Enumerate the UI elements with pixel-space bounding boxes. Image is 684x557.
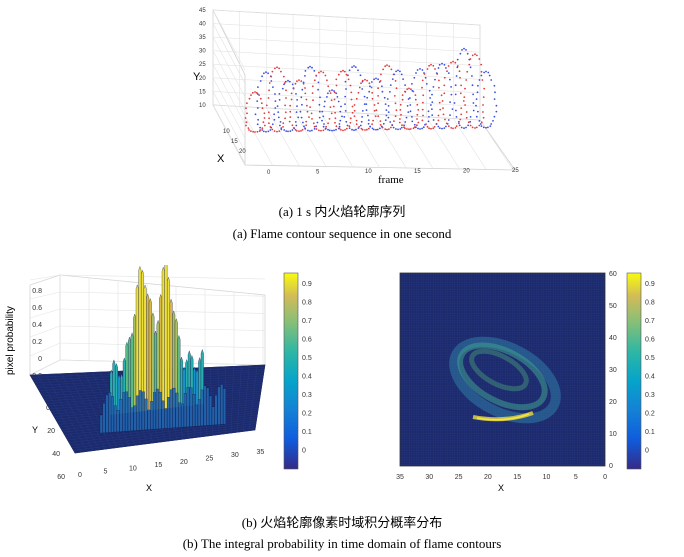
caption-b-cn: (b) 火焰轮廓像素时域积分概率分布 (241, 515, 443, 530)
zlabel: pixel probability (5, 306, 16, 375)
frame-tick-label: 5 (316, 170, 320, 176)
x-tick-label: 0 (78, 472, 82, 479)
y-tick-label: 40 (52, 451, 60, 458)
colorbar-tick-label: 0 (645, 448, 649, 455)
y-tick-label: 40 (199, 21, 206, 27)
y-tick-label: 40 (609, 335, 617, 342)
colorbar-tick-label: 0.4 (645, 374, 655, 381)
x-tick-label: 5 (104, 469, 108, 476)
x-tick-label: 10 (223, 129, 230, 135)
figure-b-left-surface: 0.8 0.6 0.4 0.2 0 -0.2 0 5 10 15 20 25 30 35 0 20 40 60 p… (5, 265, 312, 493)
colorbar-tick-label: 0.2 (302, 411, 312, 418)
colorbar-tick-label: 0.8 (302, 300, 312, 307)
caption-a-en: (a) Flame contour sequence in one second (232, 226, 452, 241)
colorbar-tick-label: 0.2 (645, 411, 655, 418)
frame-tick-label: 10 (365, 169, 372, 175)
z-tick-label: 0.6 (32, 305, 42, 312)
x-tick-label: 25 (206, 456, 214, 463)
frame-tick-label: 20 (463, 168, 470, 174)
x-tick-label: 35 (396, 474, 404, 481)
x-tick-label: 35 (257, 449, 265, 456)
caption-a-cn: (a) 1 s 内火焰轮廓序列 (278, 204, 406, 219)
axis-label-frame: frame (378, 174, 404, 186)
colorbar-tick-label: 0.4 (302, 374, 312, 381)
colorbar-tick-label: 0.3 (302, 392, 312, 399)
x-tick-label: 5 (574, 474, 578, 481)
colorbar-right (626, 272, 642, 470)
colorbar-tick-label: 0.6 (645, 337, 655, 344)
y-tick-label: 15 (199, 89, 206, 95)
x-tick-label: 30 (231, 452, 239, 459)
x-tick-label: 20 (180, 459, 188, 466)
z-tick-label: 0.2 (32, 339, 42, 346)
z-tick-label: 0 (38, 356, 42, 363)
colorbar-left (283, 272, 299, 470)
colorbar-tick-label: 0.5 (645, 355, 655, 362)
x-tick-label: 0 (603, 474, 607, 481)
x-tick-label: 15 (231, 139, 238, 145)
y-tick-label: 35 (199, 35, 206, 41)
colorbar-tick-label: 0.9 (302, 281, 312, 288)
colorbar-tick-label: 0.8 (645, 300, 655, 307)
x-tick-label: 30 (425, 474, 433, 481)
y-tick-label: 10 (199, 103, 206, 109)
y-tick-label: 20 (47, 428, 55, 435)
caption-b-en: (b) The integral probability in time dom… (182, 536, 502, 551)
ylabel: Y (32, 425, 38, 435)
x-tick-label: 20 (239, 149, 246, 155)
x-tick-label: 10 (543, 474, 551, 481)
y-tick-label: 25 (199, 62, 206, 68)
x-tick-label: 15 (155, 462, 163, 469)
x-tick-label: 10 (129, 465, 137, 472)
colorbar-tick-label: 0.9 (645, 281, 655, 288)
xlabel: X (146, 483, 152, 493)
y-tick-label: 10 (609, 431, 617, 438)
xlabel-right: X (498, 483, 504, 493)
frame-tick-label: 25 (512, 168, 519, 174)
x-tick-label: 25 (455, 474, 463, 481)
y-tick-label: 50 (609, 303, 617, 310)
z-tick-label: 0.4 (32, 322, 42, 329)
y-tick-label: 20 (199, 76, 206, 82)
z-tick-label: 0.8 (32, 288, 42, 295)
colorbar-tick-label: 0.1 (645, 429, 655, 436)
frame-tick-label: 15 (414, 169, 421, 175)
y-tick-label: 0 (609, 463, 613, 470)
colorbar-tick-label: 0.3 (645, 392, 655, 399)
axis-label-x: X (217, 153, 225, 165)
colorbar-tick-label: 0 (302, 448, 306, 455)
colorbar-tick-label: 0.1 (302, 429, 312, 436)
colorbar-tick-label: 0.5 (302, 355, 312, 362)
y-tick-label: 20 (609, 399, 617, 406)
y-tick-label: 45 (199, 8, 206, 14)
axis-label-y: Y (193, 71, 201, 83)
y-tick-label: 60 (57, 474, 65, 481)
y-tick-label: 60 (609, 271, 617, 278)
x-tick-label: 20 (484, 474, 492, 481)
frame-tick-label: 0 (267, 170, 271, 176)
colorbar-tick-label: 0.7 (645, 318, 655, 325)
z-tick-label: -0.2 (30, 373, 42, 380)
y-tick-label: 0 (46, 405, 50, 412)
colorbar-tick-label: 0.7 (302, 318, 312, 325)
y-tick-label: 30 (199, 49, 206, 55)
y-tick-label: 30 (609, 367, 617, 374)
x-tick-label: 15 (513, 474, 521, 481)
colorbar-tick-label: 0.6 (302, 337, 312, 344)
